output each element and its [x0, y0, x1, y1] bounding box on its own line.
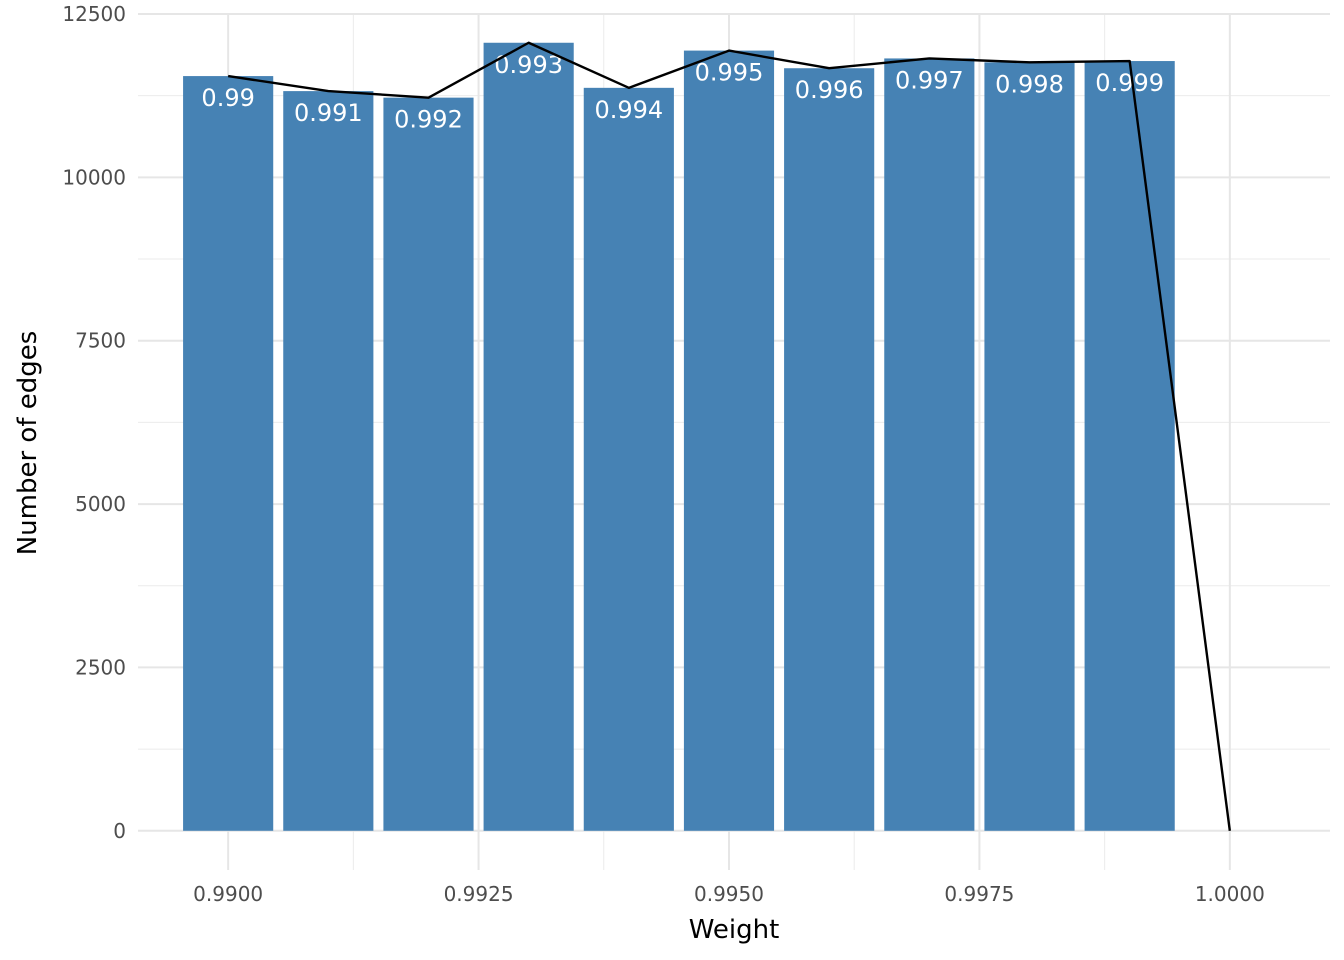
bar-value-label: 0.997 [895, 66, 964, 94]
bar-value-label: 0.996 [795, 76, 864, 104]
y-axis-ticks: 0 2500 5000 7500 10000 12500 [62, 2, 126, 843]
bar [784, 68, 875, 831]
bar [383, 97, 474, 831]
bar-value-label: 0.995 [695, 59, 764, 87]
x-tick-label: 0.9925 [444, 882, 514, 906]
y-tick-label: 12500 [62, 2, 126, 26]
bar-value-label: 0.999 [1095, 69, 1164, 97]
x-tick-label: 0.9950 [694, 882, 764, 906]
bars [183, 42, 1175, 831]
y-tick-label: 0 [113, 819, 126, 843]
bar-value-label: 0.992 [394, 106, 463, 134]
x-tick-label: 0.9975 [944, 882, 1014, 906]
y-tick-label: 7500 [75, 329, 126, 353]
y-tick-label: 10000 [62, 165, 126, 189]
y-tick-label: 5000 [75, 492, 126, 516]
x-tick-label: 0.9900 [193, 882, 263, 906]
bar [1084, 61, 1175, 831]
x-axis-title: Weight [689, 915, 780, 945]
bar-value-label: 0.991 [294, 99, 363, 127]
x-tick-label: 1.0000 [1195, 882, 1265, 906]
bar [683, 50, 775, 831]
bar-value-label: 0.994 [594, 96, 663, 124]
bar [183, 76, 274, 831]
bar [283, 91, 374, 831]
x-axis-ticks: 0.9900 0.9925 0.9950 0.9975 1.0000 [193, 882, 1265, 906]
y-tick-label: 2500 [75, 655, 126, 679]
bar-value-label: 0.99 [201, 84, 254, 112]
count-line [227, 41, 1232, 831]
bar [984, 62, 1075, 831]
line-layer [227, 41, 1232, 831]
bar [583, 87, 674, 831]
bar-value-label: 0.998 [995, 70, 1064, 98]
bar [884, 58, 975, 831]
y-axis-title: Number of edges [13, 331, 43, 556]
bar [483, 42, 574, 831]
